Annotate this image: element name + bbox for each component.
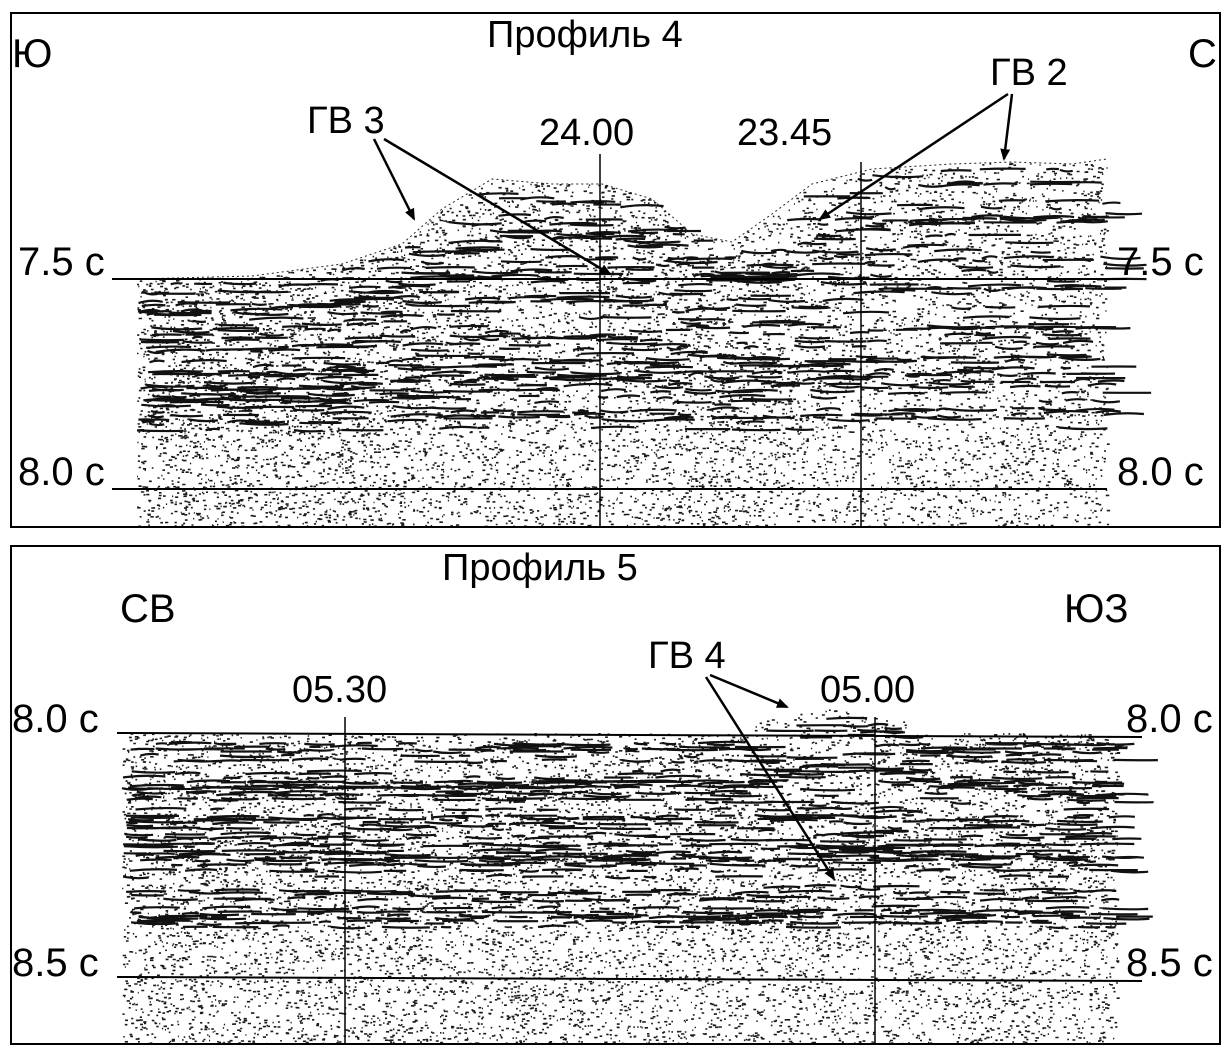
- profile-4-direction-left: Ю: [12, 32, 53, 76]
- arrow-gv4-2: [704, 676, 836, 881]
- profile-4-mark-24-00: 24.00: [539, 112, 635, 154]
- profile-5-time-left-8-5: 8.5 с: [12, 941, 99, 985]
- arrow-gv3-2: [383, 137, 612, 276]
- profile-5-mark-05-00: 05.00: [820, 669, 916, 711]
- profile-5-label-gv4: ГВ 4: [648, 635, 726, 677]
- profile-4-time-right-8-0: 8.0 с: [1117, 450, 1204, 494]
- time-line-8-5: [116, 976, 1143, 982]
- arrow-gv2-1: [818, 92, 1009, 221]
- profile-5-title: Профиль 5: [442, 547, 638, 589]
- profile-4-seismic-section: [112, 92, 1152, 526]
- arrow-gv3-1: [372, 138, 416, 221]
- profile-5-panel: Профиль 5 СВ ЮЗ 05.30 05.00 ГВ 4 8.0 с 8…: [10, 545, 1221, 1045]
- profile-4-time-left-7-5: 7.5 с: [18, 240, 105, 284]
- profile-5-direction-right: ЮЗ: [1064, 587, 1129, 631]
- profile-5-time-right-8-5: 8.5 с: [1126, 941, 1213, 985]
- arrow-gv4-1: [709, 673, 789, 709]
- profile-5-reflectors: [121, 716, 1158, 930]
- profile-5-mark-05-30: 05.30: [292, 669, 388, 711]
- profile-5-direction-left: СВ: [120, 587, 176, 631]
- time-line-8-0: [116, 732, 1143, 738]
- profile-5-noise: [122, 709, 1121, 1043]
- profile-5-seismic-section: [116, 673, 1158, 1043]
- profile-5-time-right-8-0: 8.0 с: [1126, 697, 1213, 741]
- profile-4-mark-23-45: 23.45: [737, 112, 833, 154]
- profile-4-label-gv2: ГВ 2: [990, 52, 1068, 94]
- profile-4-title: Профиль 4: [487, 14, 683, 56]
- profile-5-time-left-8-0: 8.0 с: [12, 697, 99, 741]
- profile-4-panel: Профиль 4 Ю С 24.00 23.45 ГВ 3 ГВ 2 7.5 …: [10, 12, 1221, 528]
- profile-4-label-gv3: ГВ 3: [307, 100, 385, 142]
- profile-4-time-right-7-5: 7.5 с: [1117, 240, 1204, 284]
- arrow-gv2-2: [1000, 93, 1014, 161]
- profile-4-direction-right: С: [1188, 32, 1217, 76]
- profile-4-reflectors: [136, 167, 1152, 433]
- profile-4-time-left-8-0: 8.0 с: [18, 450, 105, 494]
